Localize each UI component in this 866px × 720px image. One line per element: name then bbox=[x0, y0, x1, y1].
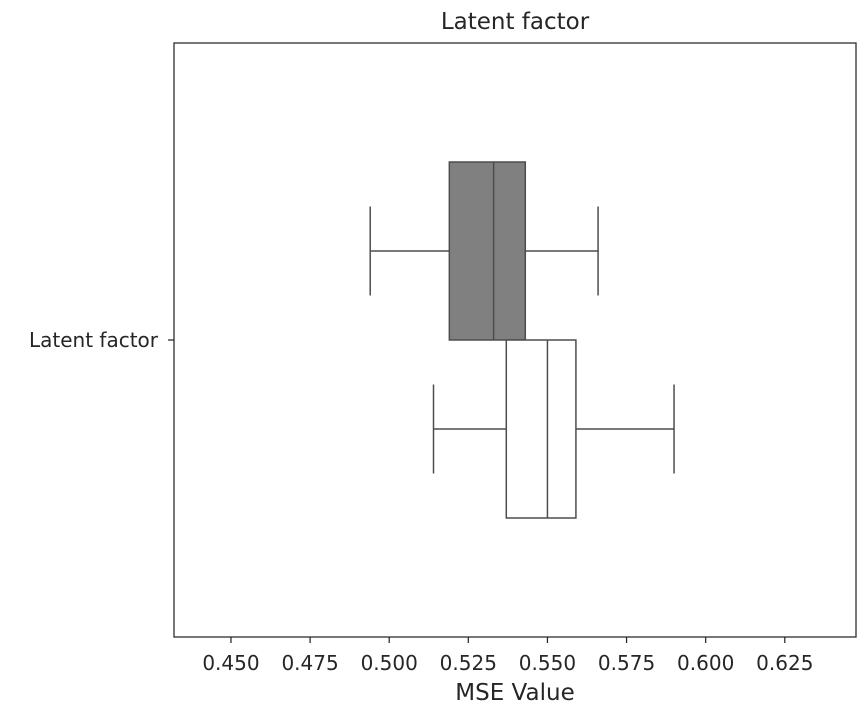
chart-title: Latent factor bbox=[441, 9, 590, 35]
x-tick-label: 0.625 bbox=[756, 651, 813, 675]
box-series-2 bbox=[432, 339, 675, 519]
x-tick-label: 0.600 bbox=[677, 651, 734, 675]
x-tick-label: 0.575 bbox=[598, 651, 655, 675]
y-tick-label: Latent factor bbox=[29, 328, 159, 352]
x-tick-label: 0.475 bbox=[281, 651, 338, 675]
x-tick-label: 0.500 bbox=[361, 651, 418, 675]
x-tick-label: 0.525 bbox=[440, 651, 497, 675]
iqr-box bbox=[505, 339, 577, 519]
iqr-box bbox=[448, 161, 527, 341]
x-tick-label: 0.450 bbox=[202, 651, 259, 675]
box-series-1 bbox=[369, 161, 599, 341]
x-tick-label: 0.550 bbox=[519, 651, 576, 675]
boxes-layer bbox=[369, 161, 675, 519]
y-axis-ticks: Latent factor bbox=[29, 328, 174, 352]
x-axis-ticks: 0.450 0.475 0.500 0.525 0.550 0.575 0.600 0.625 bbox=[202, 637, 813, 675]
x-axis-label: MSE Value bbox=[455, 680, 574, 706]
